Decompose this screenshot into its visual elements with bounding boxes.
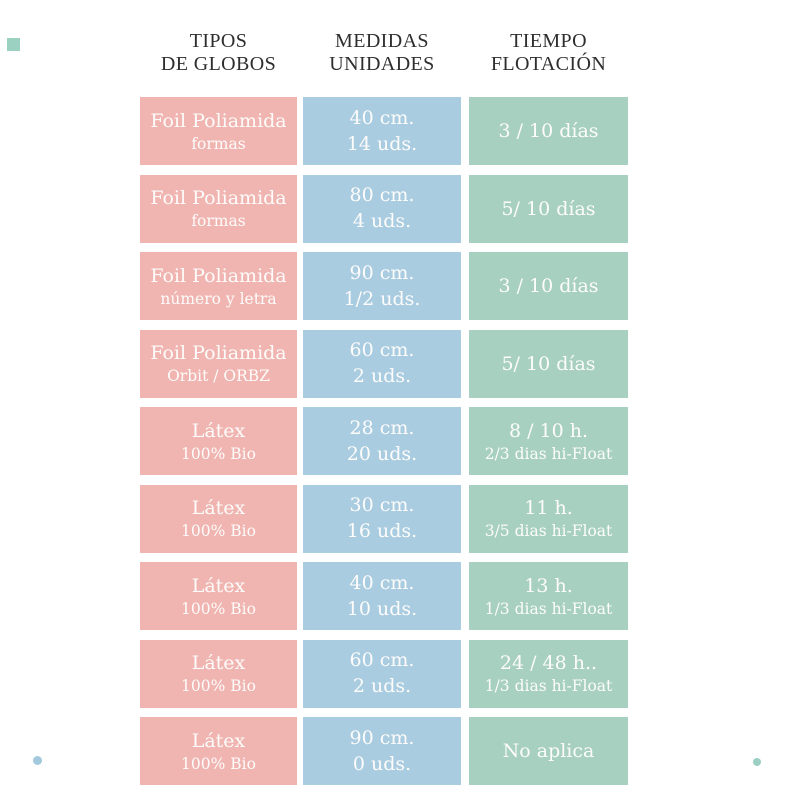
tipo-main-text: Látex — [191, 729, 246, 752]
cell-medida: 60 cm. 2 uds. — [303, 639, 461, 708]
balloon-table: Foil Poliamida formas 40 cm. 14 uds. 3 /… — [140, 97, 628, 785]
cell-medida: 28 cm. 20 uds. — [303, 407, 461, 475]
tiempo-main-text: 3 / 10 días — [498, 275, 599, 297]
tipo-sub-text: número y letra — [160, 289, 277, 308]
tipo-sub-text: Orbit / ORBZ — [167, 367, 270, 385]
table-row: Foil Poliamida número y letra 90 cm. 1/2… — [140, 252, 628, 320]
decor-dot-icon — [753, 758, 761, 766]
cell-medida: 30 cm. 16 uds. — [303, 484, 461, 553]
column-header-medidas: MEDIDAS UNIDADES — [303, 30, 461, 76]
cell-tipo: Látex 100% Bio — [140, 717, 297, 785]
cell-tiempo: 5/ 10 días — [469, 174, 628, 243]
tipo-main-text: Foil Poliamida — [150, 109, 287, 132]
tiempo-main-text: 8 / 10 h. — [508, 419, 589, 442]
medida-main-text: 80 cm. — [349, 184, 415, 206]
medida-sub-text: 4 uds. — [352, 210, 412, 232]
medida-main-text: 30 cm. — [349, 494, 415, 516]
table-row: Látex 100% Bio 90 cm. 0 uds. No aplica — [140, 717, 628, 785]
header-line: FLOTACIÓN — [490, 53, 607, 75]
header-line: TIPOS — [189, 30, 248, 52]
tiempo-main-text: 24 / 48 h.. — [499, 652, 598, 674]
table-row: Foil Poliamida Orbit / ORBZ 60 cm. 2 uds… — [140, 329, 628, 398]
medida-sub-text: 20 uds. — [346, 442, 418, 465]
tipo-sub-text: 100% Bio — [181, 444, 256, 463]
medida-sub-text: 1/2 uds. — [343, 287, 421, 310]
medida-main-text: 28 cm. — [349, 416, 415, 439]
cell-tipo: Foil Poliamida formas — [140, 174, 297, 243]
tiempo-sub-text: 3/5 dias hi-Float — [484, 522, 613, 540]
column-header-tipos: TIPOS DE GLOBOS — [140, 30, 297, 76]
tipo-main-text: Látex — [191, 497, 246, 519]
header-line: DE GLOBOS — [160, 53, 277, 75]
cell-medida: 90 cm. 0 uds. — [303, 717, 461, 785]
header-line: MEDIDAS — [335, 30, 429, 52]
tipo-main-text: Látex — [191, 652, 246, 674]
medida-sub-text: 16 uds. — [346, 520, 418, 542]
table-row: Látex 100% Bio 40 cm. 10 uds. 13 h. 1/3 … — [140, 562, 628, 630]
header-line: UNIDADES — [329, 53, 435, 75]
tiempo-main-text: 3 / 10 días — [498, 120, 599, 142]
cell-tiempo: 3 / 10 días — [469, 252, 628, 320]
tipo-main-text: Látex — [191, 419, 246, 442]
tiempo-main-text: 13 h. — [524, 574, 573, 597]
tipo-sub-text: 100% Bio — [181, 677, 256, 695]
cell-tiempo: No aplica — [469, 717, 628, 785]
cell-medida: 60 cm. 2 uds. — [303, 329, 461, 398]
tipo-main-text: Foil Poliamida — [150, 187, 287, 209]
cell-tiempo: 8 / 10 h. 2/3 dias hi-Float — [469, 407, 628, 475]
medida-main-text: 40 cm. — [349, 106, 415, 129]
tiempo-main-text: No aplica — [502, 740, 595, 762]
cell-tiempo: 3 / 10 días — [469, 97, 628, 165]
medida-sub-text: 10 uds. — [346, 597, 418, 620]
medida-sub-text: 14 uds. — [346, 132, 418, 155]
tipo-sub-text: formas — [191, 134, 246, 153]
tipo-main-text: Foil Poliamida — [150, 264, 287, 287]
table-row: Foil Poliamida formas 40 cm. 14 uds. 3 /… — [140, 97, 628, 165]
cell-tiempo: 5/ 10 días — [469, 329, 628, 398]
tipo-sub-text: 100% Bio — [181, 522, 256, 540]
table-row: Látex 100% Bio 30 cm. 16 uds. 11 h. 3/5 … — [140, 484, 628, 553]
medida-sub-text: 0 uds. — [352, 752, 412, 775]
cell-tiempo: 24 / 48 h.. 1/3 dias hi-Float — [469, 639, 628, 708]
cell-medida: 40 cm. 14 uds. — [303, 97, 461, 165]
cell-tipo: Foil Poliamida Orbit / ORBZ — [140, 329, 297, 398]
medida-sub-text: 2 uds. — [352, 365, 412, 387]
tiempo-sub-text: 1/3 dias hi-Float — [484, 677, 613, 695]
tipo-sub-text: 100% Bio — [181, 599, 256, 618]
table-row: Látex 100% Bio 28 cm. 20 uds. 8 / 10 h. … — [140, 407, 628, 475]
medida-main-text: 90 cm. — [349, 726, 415, 749]
tipo-main-text: Látex — [191, 574, 246, 597]
tiempo-sub-text: 2/3 dias hi-Float — [484, 444, 613, 463]
tiempo-main-text: 11 h. — [524, 497, 573, 519]
header-line: TIEMPO — [510, 30, 587, 52]
table-row: Foil Poliamida formas 80 cm. 4 uds. 5/ 1… — [140, 174, 628, 243]
tipo-sub-text: 100% Bio — [181, 754, 256, 773]
cell-tipo: Látex 100% Bio — [140, 484, 297, 553]
tipo-sub-text: formas — [191, 212, 246, 230]
cell-tiempo: 13 h. 1/3 dias hi-Float — [469, 562, 628, 630]
tiempo-main-text: 5/ 10 días — [501, 197, 596, 220]
cell-tiempo: 11 h. 3/5 dias hi-Float — [469, 484, 628, 553]
cell-tipo: Látex 100% Bio — [140, 407, 297, 475]
cell-tipo: Foil Poliamida número y letra — [140, 252, 297, 320]
medida-main-text: 60 cm. — [349, 339, 415, 361]
tiempo-main-text: 5/ 10 días — [501, 352, 596, 375]
decor-square-icon — [7, 38, 20, 51]
table-row: Látex 100% Bio 60 cm. 2 uds. 24 / 48 h..… — [140, 639, 628, 708]
medida-main-text: 40 cm. — [349, 571, 415, 594]
cell-medida: 80 cm. 4 uds. — [303, 174, 461, 243]
cell-tipo: Látex 100% Bio — [140, 639, 297, 708]
medida-sub-text: 2 uds. — [352, 675, 412, 697]
tiempo-sub-text: 1/3 dias hi-Float — [484, 599, 613, 618]
cell-medida: 40 cm. 10 uds. — [303, 562, 461, 630]
cell-tipo: Foil Poliamida formas — [140, 97, 297, 165]
column-header-tiempo: TIEMPO FLOTACIÓN — [469, 30, 628, 76]
cell-medida: 90 cm. 1/2 uds. — [303, 252, 461, 320]
medida-main-text: 60 cm. — [349, 649, 415, 671]
decor-dot-icon — [33, 756, 42, 765]
tipo-main-text: Foil Poliamida — [150, 342, 287, 364]
medida-main-text: 90 cm. — [349, 261, 415, 284]
cell-tipo: Látex 100% Bio — [140, 562, 297, 630]
